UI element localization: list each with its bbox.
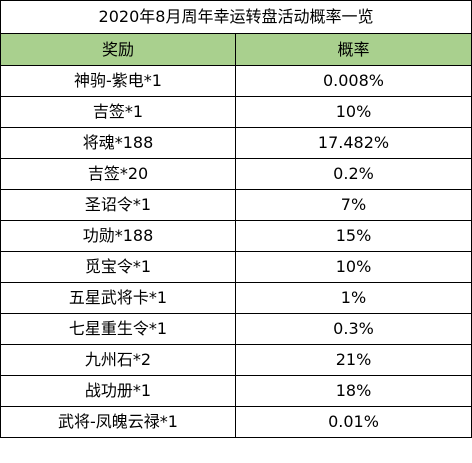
- probability-cell: 15%: [235, 220, 472, 252]
- probability-cell: 10%: [235, 96, 472, 128]
- table-row: 七星重生令*1 0.3%: [0, 313, 472, 345]
- probability-cell: 0.008%: [235, 65, 472, 97]
- table-row: 吉签*20 0.2%: [0, 158, 472, 190]
- table-row: 战功册*1 18%: [0, 375, 472, 407]
- probability-cell: 0.2%: [235, 158, 472, 190]
- table-row: 神驹-紫电*1 0.008%: [0, 65, 472, 97]
- reward-cell: 武将-凤魄云禄*1: [0, 406, 236, 438]
- reward-cell: 七星重生令*1: [0, 313, 236, 345]
- column-header-reward: 奖励: [0, 33, 236, 66]
- table-row: 九州石*2 21%: [0, 344, 472, 376]
- table-row: 武将-凤魄云禄*1 0.01%: [0, 406, 472, 438]
- column-header-probability: 概率: [235, 33, 472, 66]
- probability-table: 2020年8月周年幸运转盘活动概率一览 奖励 概率 神驹-紫电*1 0.008% 吉…: [0, 0, 472, 438]
- title-row: 2020年8月周年幸运转盘活动概率一览: [0, 0, 472, 34]
- reward-cell: 战功册*1: [0, 375, 236, 407]
- table-row: 五星武将卡*1 1%: [0, 282, 472, 314]
- probability-cell: 1%: [235, 282, 472, 314]
- reward-cell: 神驹-紫电*1: [0, 65, 236, 97]
- reward-cell: 五星武将卡*1: [0, 282, 236, 314]
- probability-cell: 10%: [235, 251, 472, 283]
- reward-cell: 吉签*20: [0, 158, 236, 190]
- probability-cell: 17.482%: [235, 127, 472, 159]
- reward-cell: 九州石*2: [0, 344, 236, 376]
- reward-cell: 将魂*188: [0, 127, 236, 159]
- probability-cell: 18%: [235, 375, 472, 407]
- reward-cell: 吉签*1: [0, 96, 236, 128]
- reward-cell: 功勋*188: [0, 220, 236, 252]
- table-row: 功勋*188 15%: [0, 220, 472, 252]
- probability-cell: 7%: [235, 189, 472, 221]
- table-row: 觅宝令*1 10%: [0, 251, 472, 283]
- probability-cell: 0.01%: [235, 406, 472, 438]
- table-row: 吉签*1 10%: [0, 96, 472, 128]
- table-row: 圣诏令*1 7%: [0, 189, 472, 221]
- probability-cell: 0.3%: [235, 313, 472, 345]
- table-title: 2020年8月周年幸运转盘活动概率一览: [0, 0, 472, 34]
- probability-cell: 21%: [235, 344, 472, 376]
- reward-cell: 圣诏令*1: [0, 189, 236, 221]
- reward-cell: 觅宝令*1: [0, 251, 236, 283]
- table-row: 将魂*188 17.482%: [0, 127, 472, 159]
- header-row: 奖励 概率: [0, 33, 472, 66]
